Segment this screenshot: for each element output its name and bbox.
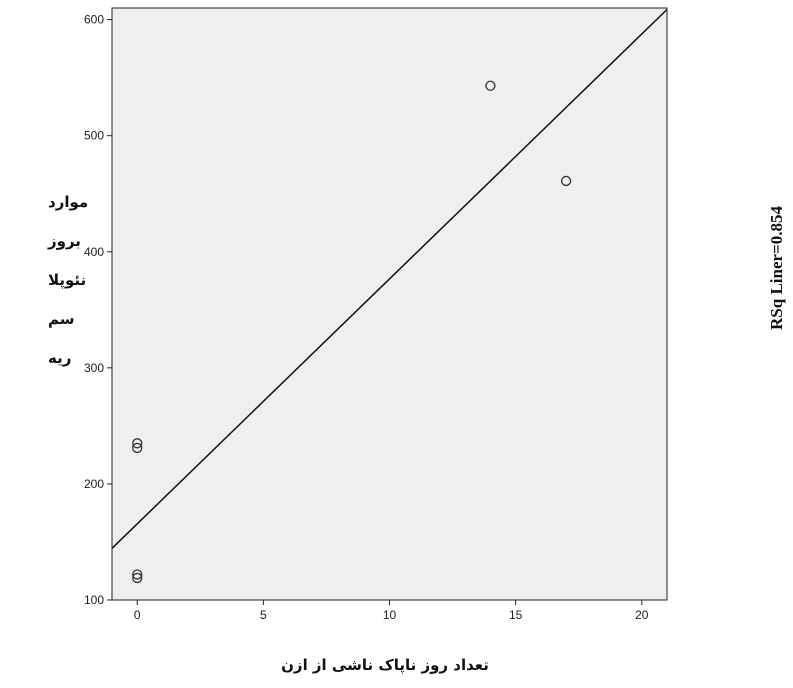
x-tick-label: 15 (509, 608, 523, 622)
data-point (560, 175, 572, 187)
y-axis-label-line: نئوپلا (48, 271, 86, 290)
y-axis-label-line: سم (48, 310, 75, 328)
fit-line-group (111, 8, 668, 549)
y-tick-label: 400 (84, 245, 104, 259)
fit-line (111, 8, 668, 549)
y-axis-label-line: بروز (47, 232, 81, 250)
y-tick-label: 100 (84, 593, 104, 607)
x-tick-label: 5 (260, 608, 267, 622)
y-axis-label-line: ریه (48, 349, 71, 367)
y-tick-label: 300 (84, 361, 104, 375)
data-points (132, 80, 572, 584)
rsq-annotation: RSq Liner=0.854 (767, 206, 786, 330)
x-tick-label: 20 (635, 608, 649, 622)
y-tick-label: 500 (84, 129, 104, 143)
y-tick-label: 200 (84, 477, 104, 491)
y-axis: 100 200 300 400 500 600 (84, 13, 112, 607)
y-tick-label: 600 (84, 13, 104, 27)
data-point (485, 80, 496, 91)
data-point (132, 442, 143, 454)
x-axis: 0 5 10 15 20 (134, 600, 649, 622)
data-point (132, 438, 143, 449)
x-tick-label: 10 (383, 608, 397, 622)
y-axis-label-line: موارد (48, 193, 88, 211)
data-point (132, 569, 143, 580)
data-point (132, 572, 143, 584)
y-axis-label: موارد بروز نئوپلا سم ریه (47, 193, 88, 367)
plot-area (111, 7, 668, 601)
x-tick-label: 0 (134, 608, 141, 622)
x-axis-label: تعداد روز ناپاک ناشی از ازن (281, 656, 489, 675)
